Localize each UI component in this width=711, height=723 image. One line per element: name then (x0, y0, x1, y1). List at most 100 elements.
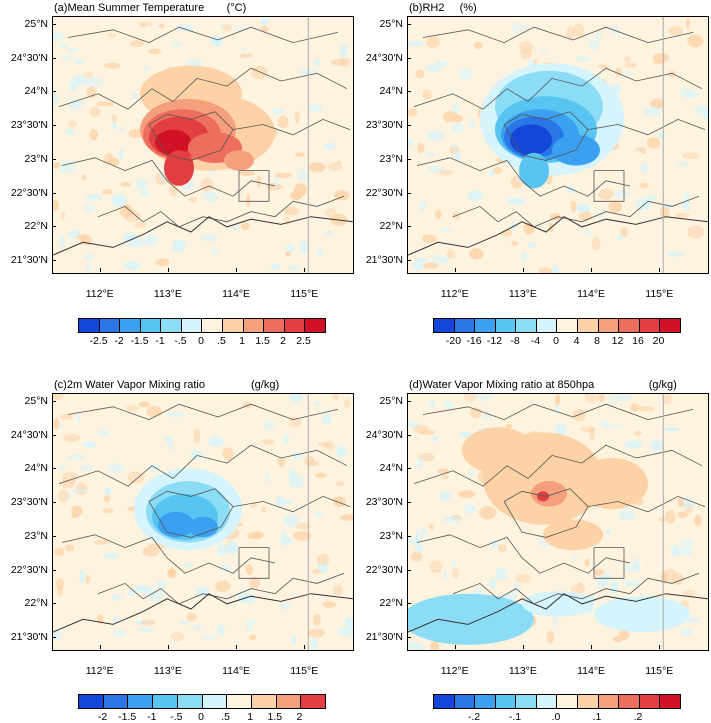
field-speckle (570, 584, 586, 594)
colorbar-label: -.1 (508, 711, 522, 723)
colorbar-swatch (301, 695, 326, 708)
y-tick (52, 259, 56, 261)
field-speckle (422, 234, 437, 243)
colorbar-swatch (128, 695, 154, 708)
field-speckle (330, 58, 348, 66)
x-tick (304, 268, 306, 272)
field-speckle (332, 394, 339, 400)
y-tick-label: 22°30'N (365, 563, 403, 576)
y-tick-label: 21°30'N (365, 630, 403, 643)
map-svg (408, 17, 708, 273)
field-speckle (624, 440, 643, 449)
field-speckle (323, 142, 336, 150)
field-speckle (339, 44, 348, 58)
admin-boundary (232, 118, 351, 136)
y-tick (407, 57, 411, 59)
field-speckle (71, 488, 88, 494)
y-tick (407, 569, 411, 571)
map-svg (408, 394, 708, 650)
field-speckle (597, 64, 609, 69)
colorbar-swatch (153, 695, 178, 708)
colorbar-swatch (454, 319, 476, 332)
colorbar-swatch (181, 319, 203, 332)
admin-boundary (587, 118, 706, 136)
colorbar-swatch (140, 319, 162, 332)
field-speckle (60, 211, 65, 220)
x-tick (167, 645, 169, 649)
field-speckle (520, 48, 532, 60)
field-speckle (315, 400, 320, 407)
y-tick-label: 22°30'N (10, 563, 48, 576)
field-speckle (576, 203, 591, 213)
field-speckle (337, 626, 353, 637)
panel-title: (c)2m Water Vapor Mixing ratio (54, 379, 205, 391)
field-speckle (79, 570, 86, 584)
field-speckle (53, 92, 59, 106)
map-plot (52, 393, 354, 651)
y-tick (407, 192, 411, 194)
y-tick (407, 91, 411, 93)
admin-boundary (58, 88, 174, 110)
x-tick-label: 114°E (222, 288, 251, 300)
field-speckle (421, 262, 439, 269)
field-speckle (652, 53, 670, 63)
field-speckle (93, 539, 110, 545)
field-speckle (683, 198, 691, 213)
y-tick-label: 23°30'N (365, 496, 403, 509)
field-speckle (83, 71, 94, 79)
field-speckle (238, 589, 243, 604)
field-speckle (505, 423, 513, 429)
field-speckle (59, 413, 74, 420)
colorbar-swatch (264, 319, 285, 332)
field-speckle (222, 447, 234, 461)
field-speckle (434, 209, 442, 219)
field-speckle (67, 120, 78, 128)
field-speckle (170, 632, 185, 642)
field-speckle (638, 406, 655, 412)
colorbar-swatch (202, 319, 224, 332)
field-speckle (614, 190, 630, 198)
colorbar-label: 16 (632, 335, 644, 347)
field-speckle (623, 565, 642, 572)
field-anomaly (224, 150, 254, 171)
field-speckle (277, 457, 286, 467)
admin-boundary (413, 465, 529, 487)
field-speckle (180, 620, 192, 626)
admin-boundary (61, 157, 168, 182)
field-speckle (274, 176, 280, 187)
y-tick-label: 25°N (24, 18, 48, 30)
field-anomaly (531, 481, 567, 507)
field-speckle (85, 77, 103, 87)
field-speckle (220, 563, 231, 572)
field-speckle (64, 544, 75, 552)
field-speckle (71, 505, 83, 517)
field-anomaly (519, 152, 549, 189)
field-speckle (200, 234, 218, 242)
y-tick (52, 569, 56, 571)
field-speckle (125, 405, 140, 411)
field-speckle (136, 178, 148, 191)
field-speckle (608, 200, 623, 213)
field-speckle (469, 407, 482, 419)
field-speckle (283, 513, 299, 528)
colorbar-label: -2 (97, 711, 108, 723)
admin-boundary (593, 547, 625, 579)
field-speckle (570, 200, 577, 213)
field-speckle (112, 629, 127, 637)
field-speckle (605, 424, 623, 429)
field-speckle (171, 41, 182, 48)
field-speckle (474, 41, 483, 49)
panel-title: (a)Mean Summer Temperature (54, 2, 205, 14)
colorbar-label: -2.5 (89, 335, 108, 347)
field-speckle (85, 574, 91, 584)
field-speckle (111, 593, 123, 602)
field-speckle (685, 17, 691, 30)
field-speckle (264, 470, 270, 485)
y-tick-label: 24°N (24, 462, 48, 475)
field-speckle (344, 617, 353, 628)
colorbar-swatch (578, 319, 599, 332)
field-speckle (260, 25, 269, 32)
colorbar-label: -.2 (467, 711, 481, 723)
field-speckle (299, 240, 309, 254)
field-speckle (668, 26, 684, 37)
